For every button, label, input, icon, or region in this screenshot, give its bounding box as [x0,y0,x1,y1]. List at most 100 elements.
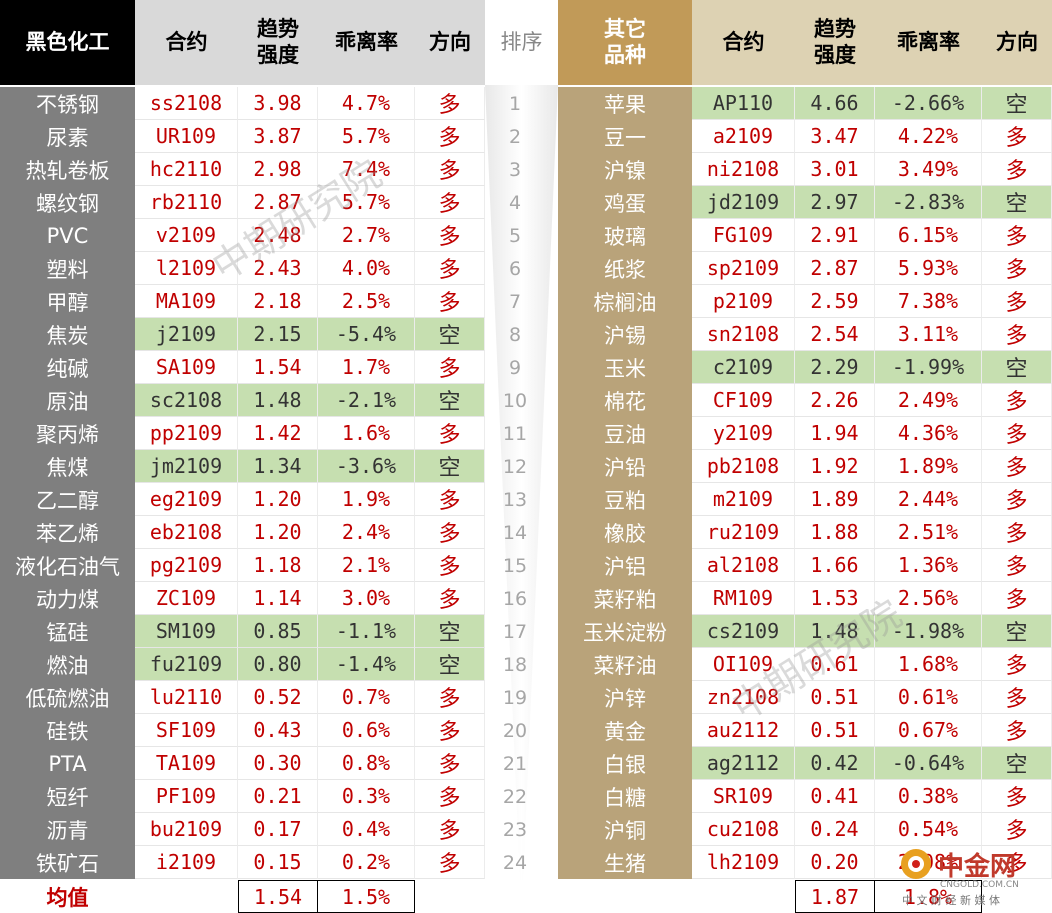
right-row-8-contract-code: sn2108 [692,318,795,351]
left-row-6-trend-strength: 2.43 [238,252,318,285]
left-row-16-category-name: 动力煤 [0,582,135,615]
right-row-17-category-name: 玉米淀粉 [558,615,692,648]
right-row-4-trend-strength: 2.97 [795,186,875,219]
right-row-11-direction: 多 [982,417,1052,450]
right-row-6-trend-strength: 2.87 [795,252,875,285]
right-row-23-contract-code: cu2108 [692,813,795,846]
right-row-20-contract-code: au2112 [692,714,795,747]
left-row-4-contract-code: rb2110 [135,186,238,219]
left-row-9-direction: 多 [415,351,485,384]
left-row-1-trend-strength: 3.98 [238,87,318,120]
left-row-19-category-name: 低硫燃油 [0,681,135,714]
right-row-24-trend-strength: 0.20 [795,846,875,879]
left-row-15-trend-strength: 1.18 [238,549,318,582]
left-row-21-category-name: PTA [0,747,135,780]
rank-14: 14 [502,521,528,544]
right-row-2-category-name: 豆一 [558,120,692,153]
right-row-24-category-name: 生猪 [558,846,692,879]
left-row-7-contract-code: MA109 [135,285,238,318]
left-row-14-direction: 多 [415,516,485,549]
left-row-24-trend-strength: 0.15 [238,846,318,879]
right-row-21-contract-code: ag2112 [692,747,795,780]
right-row-23-deviation-rate: 0.54% [875,813,982,846]
right-row-19-trend-strength: 0.51 [795,681,875,714]
left-row-6-contract-code: l2109 [135,252,238,285]
right-row-16-category-name: 菜籽粕 [558,582,692,615]
left-row-12-category-name: 焦煤 [0,450,135,483]
right-row-19-contract-code: zn2108 [692,681,795,714]
rank-7: 7 [508,290,522,313]
left-row-5-category-name: PVC [0,219,135,252]
rank-10: 10 [502,389,528,412]
right-row-9-contract-code: c2109 [692,351,795,384]
right-row-15-trend-strength: 1.66 [795,549,875,582]
left-row-22-direction: 多 [415,780,485,813]
right-row-23-trend-strength: 0.24 [795,813,875,846]
right-row-20-trend-strength: 0.51 [795,714,875,747]
left-row-2-contract-code: UR109 [135,120,238,153]
right-row-12-direction: 多 [982,450,1052,483]
right-row-13-category-name: 豆粕 [558,483,692,516]
header-left-category: 黑色化工 [0,0,135,85]
left-row-2-direction: 多 [415,120,485,153]
right-row-6-deviation-rate: 5.93% [875,252,982,285]
rank-19: 19 [502,686,528,709]
left-row-11-contract-code: pp2109 [135,417,238,450]
rank-15: 15 [502,554,528,577]
left-row-14-category-name: 苯乙烯 [0,516,135,549]
left-row-10-category-name: 原油 [0,384,135,417]
rank-2: 2 [508,125,522,148]
right-row-18-direction: 多 [982,648,1052,681]
left-row-21-direction: 多 [415,747,485,780]
right-row-17-direction: 空 [982,615,1052,648]
header-contract-left: 合约 [135,0,238,85]
right-row-6-direction: 多 [982,252,1052,285]
left-row-16-deviation-rate: 3.0% [318,582,415,615]
rank-23: 23 [502,818,528,841]
right-row-7-trend-strength: 2.59 [795,285,875,318]
right-row-9-deviation-rate: -1.99% [875,351,982,384]
right-row-1-trend-strength: 4.66 [795,87,875,120]
logo-brand: 中金网 [938,852,1017,882]
left-row-8-trend-strength: 2.15 [238,318,318,351]
right-row-18-category-name: 菜籽油 [558,648,692,681]
right-row-5-contract-code: FG109 [692,219,795,252]
right-row-3-trend-strength: 3.01 [795,153,875,186]
left-row-11-deviation-rate: 1.6% [318,417,415,450]
right-row-18-trend-strength: 0.61 [795,648,875,681]
header-trend-line1: 趋势 [814,17,856,42]
left-row-21-contract-code: TA109 [135,747,238,780]
header-direction-left: 方向 [415,0,485,85]
right-row-13-trend-strength: 1.89 [795,483,875,516]
logo-tagline: 中 文 财 经 新 媒 体 [902,894,1000,907]
left-row-17-category-name: 锰硅 [0,615,135,648]
rank-6: 6 [508,257,522,280]
right-row-7-contract-code: p2109 [692,285,795,318]
rank-21: 21 [502,752,528,775]
left-row-17-direction: 空 [415,615,485,648]
left-row-21-deviation-rate: 0.8% [318,747,415,780]
left-row-19-deviation-rate: 0.7% [318,681,415,714]
rank-8: 8 [508,323,522,346]
left-row-12-deviation-rate: -3.6% [318,450,415,483]
left-row-4-deviation-rate: 5.7% [318,186,415,219]
left-row-22-trend-strength: 0.21 [238,780,318,813]
right-row-5-trend-strength: 2.91 [795,219,875,252]
left-row-7-deviation-rate: 2.5% [318,285,415,318]
header-right-category: 其它 品种 [558,0,692,85]
header-trend-line2: 强度 [814,42,856,67]
rank-24: 24 [502,851,528,874]
right-row-4-contract-code: jd2109 [692,186,795,219]
left-row-22-deviation-rate: 0.3% [318,780,415,813]
left-row-17-contract-code: SM109 [135,615,238,648]
left-row-14-trend-strength: 1.20 [238,516,318,549]
right-row-22-direction: 多 [982,780,1052,813]
right-row-4-category-name: 鸡蛋 [558,186,692,219]
header-rank: 排序 [485,0,558,85]
right-row-24-contract-code: lh2109 [692,846,795,879]
left-row-12-trend-strength: 1.34 [238,450,318,483]
right-row-1-deviation-rate: -2.66% [875,87,982,120]
left-row-12-direction: 空 [415,450,485,483]
right-row-9-direction: 空 [982,351,1052,384]
